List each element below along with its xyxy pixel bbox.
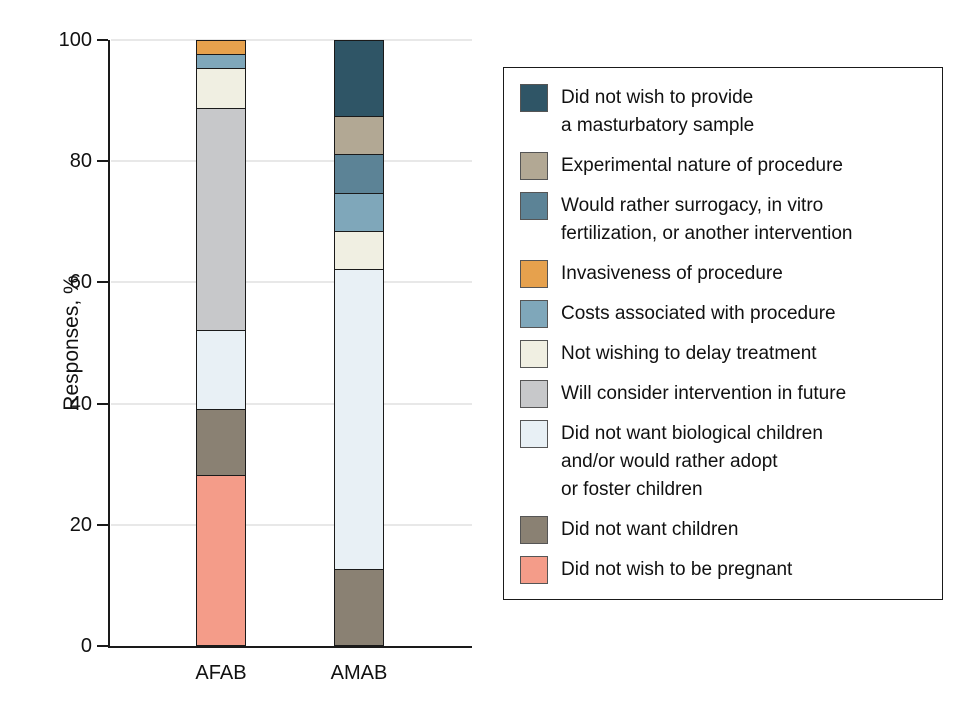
- gridline-80: [111, 160, 472, 163]
- bar-segment: [335, 230, 383, 270]
- bar-segment: [335, 269, 383, 570]
- legend-swatch-icon: [520, 84, 548, 112]
- gridline-100: [111, 39, 472, 41]
- y-axis-title: Responses, %: [60, 275, 83, 411]
- y-tick-mark: [97, 402, 108, 405]
- bar-segment: [197, 68, 245, 109]
- legend-swatch-icon: [520, 420, 548, 448]
- legend-item: Invasiveness of procedure: [520, 260, 926, 288]
- category-label-afab: AFAB: [195, 662, 247, 684]
- bar-segment: [197, 475, 245, 646]
- y-tick-mark: [97, 160, 108, 163]
- legend-item: Experimental nature of procedure: [520, 152, 926, 180]
- bar-segment: [197, 41, 245, 55]
- bar-segment: [335, 192, 383, 231]
- y-tick-label: 100: [58, 29, 92, 51]
- legend-label: Invasiveness of procedure: [561, 263, 783, 284]
- bar-segment: [335, 154, 383, 193]
- legend-swatch-icon: [520, 300, 548, 328]
- legend-item: Would rather surrogacy, in vitro fertili…: [520, 192, 926, 248]
- bar-segment: [197, 330, 245, 410]
- legend-swatch-icon: [520, 260, 548, 288]
- bar-segment: [335, 115, 383, 155]
- legend-item: Did not want children: [520, 516, 926, 544]
- legend-swatch-icon: [520, 380, 548, 408]
- legend-item: Did not wish to be pregnant: [520, 556, 926, 584]
- legend-label: Not wishing to delay treatment: [561, 343, 817, 364]
- legend-swatch-icon: [520, 340, 548, 368]
- legend-item: Costs associated with procedure: [520, 300, 926, 328]
- bar-segment: [335, 569, 383, 645]
- category-label-amab: AMAB: [330, 662, 388, 684]
- bar-amab: [334, 40, 384, 646]
- legend-label: Did not want children: [561, 519, 739, 540]
- legend-swatch-icon: [520, 556, 548, 584]
- y-tick-mark: [97, 281, 108, 284]
- y-tick-label: 40: [69, 392, 92, 415]
- legend-label: Will consider intervention in future: [561, 383, 847, 404]
- x-axis-line: [108, 646, 472, 648]
- legend-label: Would rather surrogacy, in vitro fertili…: [561, 195, 853, 244]
- y-tick-label: 0: [80, 635, 92, 657]
- legend-swatch-icon: [520, 516, 548, 544]
- y-tick-label: 60: [69, 271, 92, 294]
- y-tick-label: 80: [69, 150, 92, 173]
- legend-item: Will consider intervention in future: [520, 380, 926, 408]
- legend-box: Did not wish to provide a masturbatory s…: [503, 67, 943, 600]
- bar-segment: [197, 54, 245, 69]
- bar-segment: [197, 108, 245, 331]
- gridline-40: [111, 402, 472, 405]
- legend-item: Not wishing to delay treatment: [520, 340, 926, 368]
- bar-segment: [197, 409, 245, 476]
- gridline-60: [111, 281, 472, 284]
- legend-label: Did not want biological children and/or …: [561, 423, 823, 500]
- legend-label: Experimental nature of procedure: [561, 155, 843, 176]
- y-axis-line: [108, 40, 110, 648]
- bar-afab: [196, 40, 246, 646]
- y-tick-label: 20: [69, 513, 92, 536]
- legend-swatch-icon: [520, 192, 548, 220]
- gridline-20: [111, 523, 472, 526]
- legend-item: Did not wish to provide a masturbatory s…: [520, 84, 926, 140]
- legend-label: Costs associated with procedure: [561, 303, 836, 324]
- legend-item: Did not want biological children and/or …: [520, 420, 926, 504]
- y-tick-mark: [97, 645, 108, 647]
- legend-label: Did not wish to provide a masturbatory s…: [561, 87, 755, 136]
- legend-label: Did not wish to be pregnant: [561, 559, 793, 580]
- legend-swatch-icon: [520, 152, 548, 180]
- y-tick-mark: [97, 523, 108, 526]
- bar-segment: [335, 41, 383, 116]
- y-tick-mark: [97, 39, 108, 41]
